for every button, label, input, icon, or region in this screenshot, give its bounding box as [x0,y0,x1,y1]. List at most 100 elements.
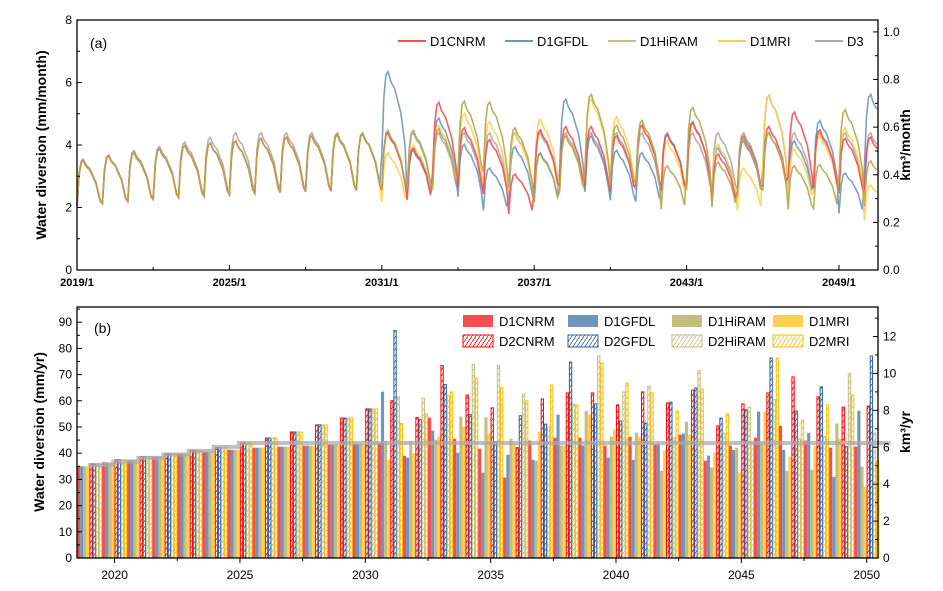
bar-D2HiRAM-2043 [697,370,701,559]
bar-D1GFDL-2046 [757,411,761,558]
bar-D2MRI-2042 [675,410,679,559]
bar-D1CNRM-2033 [427,417,432,558]
y2-tick-label: 0.4 [883,168,900,182]
bar-D1GFDL-2035 [481,472,485,558]
bar-D2HiRAM-2034 [471,364,476,559]
x-tick-label: 2050 [853,568,880,582]
bar-D2MRI-2032 [424,413,429,559]
y-tick-label: 0 [65,263,72,277]
bar-D1MRI-2046 [763,411,767,558]
bar-D1MRI-2029 [337,444,341,558]
bar-D2GFDL-2032 [418,419,422,559]
bar-D2HiRAM-2042 [672,437,676,559]
bar-D2CNRM-2046 [766,392,770,559]
bar-D1CNRM-2025 [227,449,231,558]
bar-D1GFDL-2032 [406,457,410,558]
y-tick-label: 60 [59,394,73,408]
bar-D1MRI-2030 [362,443,366,558]
bar-D2HiRAM-2047 [797,438,801,559]
bar-D2HiRAM-2025 [246,442,250,559]
bar-D2HiRAM-2035 [496,365,501,559]
panel-a-axes: 0 2 4 6 8 0.0 0.2 0.4 0.6 0.8 1.0 2019/1 2025/1 2031/… [60,13,900,289]
bar-D2CNRM-2040 [615,404,620,559]
bar-D2CNRM-2048 [816,396,820,559]
bar-D2MRI-2043 [700,388,704,559]
bar-D2CNRM-2030 [365,408,369,559]
bar-D1CNRM-2044 [703,460,707,558]
bar-D1CNRM-2022 [152,456,156,558]
bar-D2HiRAM-2048 [822,435,827,559]
bar-D2HiRAM-2026 [271,437,275,559]
y2-tick-label: 6 [883,440,890,454]
x-tick-label: 2045 [728,568,755,582]
x-tick-label: 2025/1 [213,277,247,289]
y2-tick-label: 0 [883,551,890,565]
x-tick-label: 2030 [352,568,379,582]
bar-D1GFDL-2028 [305,445,309,558]
legend-label-D1HiRAM: D1HiRAM [708,314,766,329]
bar-D2HiRAM-2024 [221,447,225,559]
bar-D2MRI-2020 [123,459,128,559]
bar-D1HiRAM-2028 [308,445,313,558]
bar-D2CNRM-2021 [139,456,143,559]
bar-D1GFDL-2037 [531,459,535,558]
bar-D1MRI-2035 [487,433,491,558]
legend-label-D2CNRM: D2CNRM [499,334,555,349]
bar-D2GFDL-2046 [769,357,773,559]
bar-D2CNRM-2049 [841,406,845,559]
bar-D1HiRAM-2047 [785,470,789,558]
bar-D1HiRAM-2019 [83,466,87,558]
bar-D2GFDL-2020 [117,459,121,559]
bar-D1GFDL-2025 [230,449,234,558]
bar-D2MRI-2035 [499,387,504,559]
bar-D2HiRAM-2045 [747,406,751,559]
bar-D1CNRM-2036 [503,477,507,558]
bar-D2MRI-2027 [299,431,303,559]
panel-b-frame [76,306,879,559]
bar-D1CNRM-2029 [327,444,331,558]
bar-D2MRI-2036 [525,400,529,559]
bar-D2HiRAM-2031 [396,396,400,559]
bar-D2GFDL-2047 [794,410,798,559]
bar-D1HiRAM-2025 [233,449,237,558]
bar-D2GFDL-2035 [493,441,498,559]
bar-D1MRI-2031 [387,459,391,558]
bar-D1GFDL-2034 [456,452,460,558]
bar-D1MRI-2038 [562,445,566,558]
y-tick-label: 30 [59,472,73,486]
bar-D2GFDL-2024 [217,447,222,559]
bar-D2GFDL-2044 [719,417,723,559]
y2-tick-label: 0.2 [883,215,900,229]
bar-D2HiRAM-2019 [95,463,100,559]
x-tick-label: 2037/1 [517,277,551,289]
bar-D1HiRAM-2046 [760,442,764,558]
legend-swatch-D1GFDL [568,315,598,327]
x-tick-label: 2035 [477,568,504,582]
bar-D2MRI-2041 [650,392,654,559]
bar-D1CNRM-2020 [102,462,106,558]
bar-D1HiRAM-2031 [384,440,388,558]
bar-D2CNRM-2022 [164,453,168,559]
bar-D2GFDL-2026 [268,437,272,559]
bar-D1MRI-2026 [261,447,266,558]
bar-D1CNRM-2048 [804,440,808,558]
legend-label-D1GFDL: D1GFDL [604,314,655,329]
bar-D1MRI-2028 [312,445,316,558]
bar-D2GFDL-2019 [92,463,96,559]
bar-D2HiRAM-2032 [421,397,425,559]
bar-D1MRI-2020 [111,462,115,558]
bar-D1HiRAM-2049 [835,423,839,558]
bar-D1CNRM-2037 [528,440,532,558]
bar-D2HiRAM-2040 [622,391,626,559]
bar-D1GFDL-2038 [556,414,560,558]
bar-D2MRI-2033 [449,391,454,559]
bar-D1HiRAM-2044 [710,467,714,558]
bar-D2MRI-2030 [374,408,378,559]
bar-D2MRI-2038 [575,404,579,559]
bar-D1CNRM-2027 [277,446,281,558]
bar-D2GFDL-2050 [869,355,874,559]
bar-D1CNRM-2021 [127,459,131,558]
bar-D2GFDL-2030 [368,408,372,559]
